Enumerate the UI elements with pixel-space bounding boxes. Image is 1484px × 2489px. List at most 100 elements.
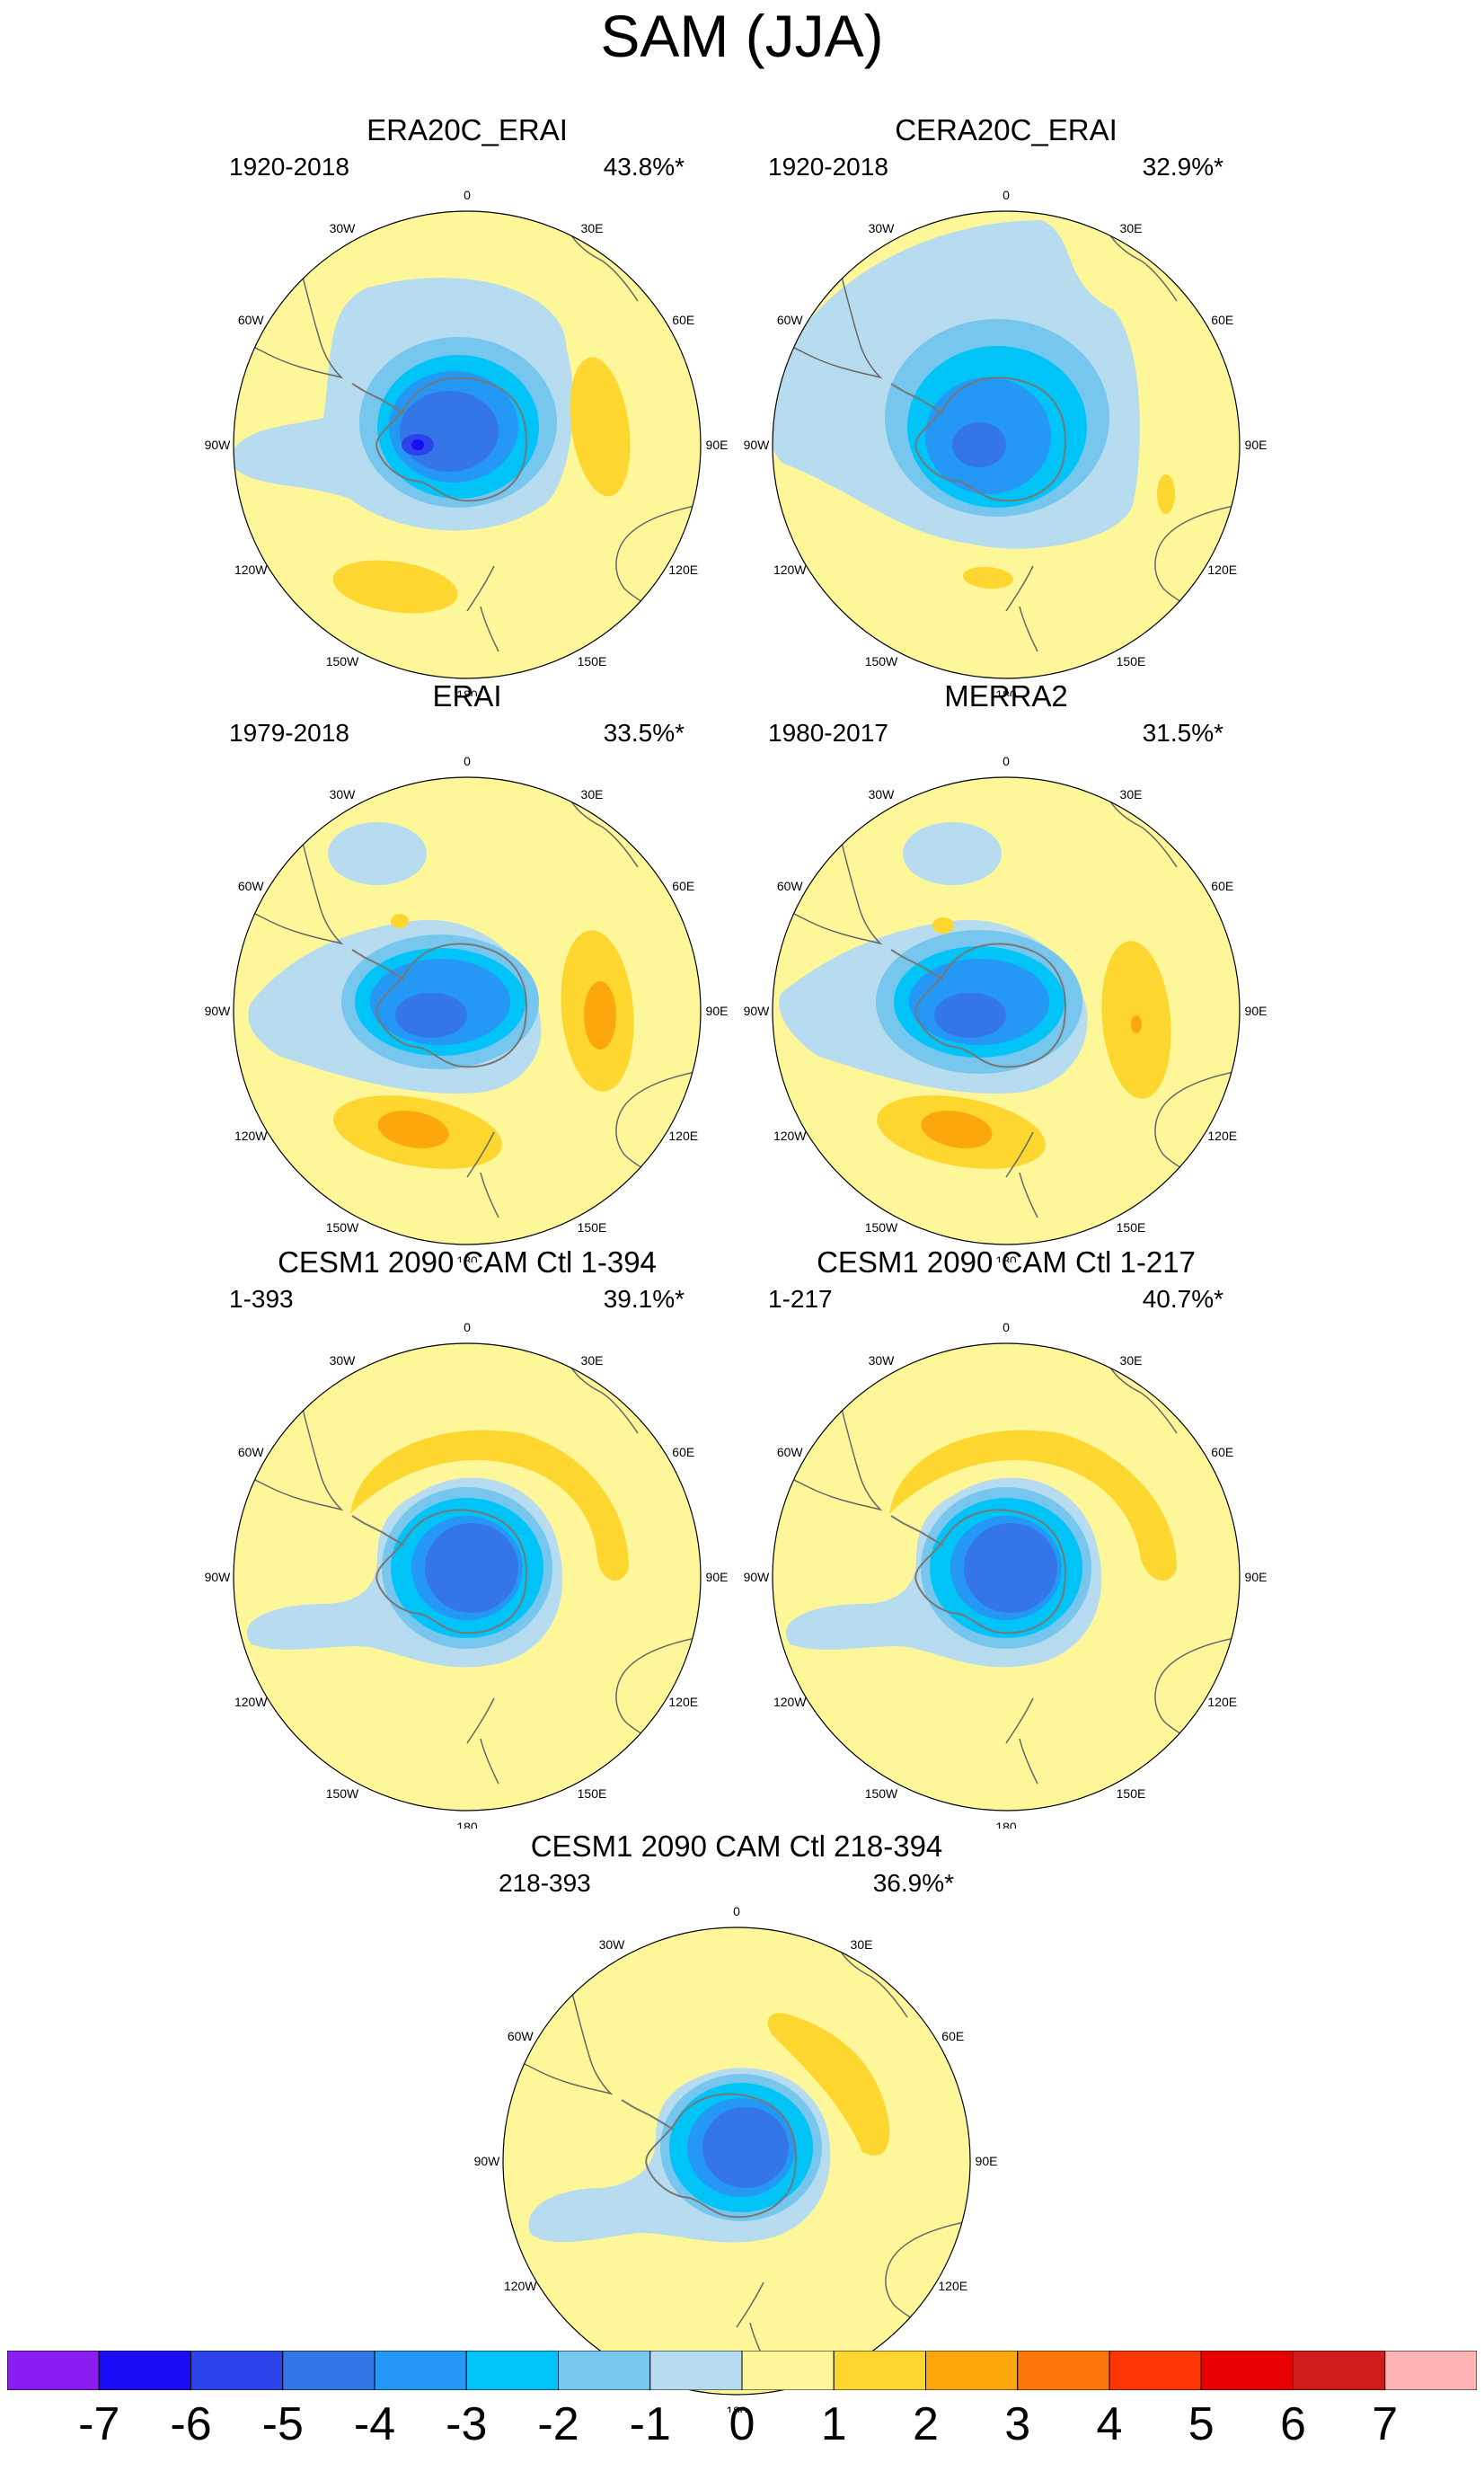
map-panel: CESM1 2090 CAM Ctl 218-394 218-393 36.9%* 0… — [449, 1829, 1024, 2413]
colorbar-swatch — [925, 2351, 1019, 2390]
anomaly-contour — [889, 1430, 1177, 1581]
panel-period: 1979-2018 — [229, 719, 349, 747]
longitude-label: 30E — [581, 787, 604, 802]
anomaly-contour — [584, 981, 616, 1050]
new-zealand-coastline — [466, 565, 499, 652]
longitude-label: 120E — [668, 1695, 698, 1709]
peninsula-coastline — [351, 1515, 405, 1546]
colorbar-swatch — [98, 2351, 191, 2390]
longitude-label: 90W — [205, 1570, 232, 1584]
panel-period: 218-393 — [499, 1869, 591, 1897]
panel-title: CERA20C_ERAI — [895, 113, 1117, 146]
anomaly-contour — [932, 917, 954, 934]
anomaly-contour — [921, 1111, 993, 1148]
longitude-label: 120W — [773, 562, 807, 577]
antarctica-coastline — [645, 2093, 797, 2219]
anomaly-contour — [1131, 1015, 1142, 1033]
colorbar-tick-label: 7 — [1372, 2398, 1399, 2450]
longitude-label: 90W — [205, 438, 232, 452]
anomaly-contour — [964, 1523, 1057, 1613]
longitude-label: 0 — [464, 754, 471, 768]
colorbar-swatch — [1293, 2351, 1386, 2390]
panel-variance-explained: 33.5%* — [603, 719, 685, 747]
longitude-label: 30E — [1120, 787, 1143, 802]
panel-period: 1-217 — [768, 1285, 833, 1313]
longitude-label: 60W — [238, 313, 265, 327]
longitude-label: 90W — [205, 1004, 232, 1018]
peninsula-coastline — [351, 949, 405, 980]
anomaly-contour — [425, 1523, 518, 1613]
panel-variance-explained: 32.9%* — [1142, 153, 1223, 181]
map-boundary — [772, 210, 1241, 679]
panel-variance-explained: 43.8%* — [603, 153, 685, 181]
map-boundary — [233, 776, 702, 1245]
longitude-label: 180 — [456, 1820, 478, 1829]
colorbar-tick-label: 6 — [1280, 2398, 1306, 2450]
longitude-label: 0 — [1003, 754, 1010, 768]
longitude-label: 150W — [326, 1786, 359, 1801]
longitude-label: 90E — [1245, 438, 1268, 452]
anomaly-contour — [702, 2107, 789, 2188]
longitude-label: 180 — [995, 687, 1017, 696]
anomaly-contour — [395, 993, 467, 1038]
panel-period: 1980-2017 — [768, 719, 888, 747]
new-zealand-coastline — [466, 1697, 499, 1785]
longitude-label: 60E — [672, 313, 694, 327]
anomaly-contour — [332, 560, 458, 614]
longitude-label: 90E — [706, 1570, 729, 1584]
colorbar-swatch — [190, 2351, 284, 2390]
map-panel: MERRA2 1980-2017 31.5%* 0 30E 60E 90E 120E 150E 1… — [719, 678, 1294, 1262]
longitude-label: 60W — [777, 313, 804, 327]
longitude-label: 0 — [733, 1904, 740, 1918]
longitude-label: 180 — [995, 1253, 1017, 1262]
colorbar-swatch — [1200, 2351, 1294, 2390]
longitude-label: 150E — [1117, 654, 1146, 669]
new-zealand-coastline — [466, 1131, 499, 1218]
antarctica-coastline — [914, 376, 1066, 502]
longitude-label: 150W — [865, 1220, 898, 1235]
longitude-label: 90W — [744, 1004, 771, 1018]
antarctica-coastline — [914, 1509, 1066, 1634]
longitude-label: 120E — [1207, 1129, 1237, 1143]
panel-period: 1920-2018 — [768, 153, 888, 181]
map-boundary — [233, 1342, 702, 1811]
colorbar-tick-label: 5 — [1188, 2398, 1215, 2450]
polar-map: 0 30E 60E 90E 120E 150E 180 150W 120W 90W 60W 30W — [205, 188, 729, 696]
polar-map: 0 30E 60E 90E 120E 150E 180 150W 120W 90W 60W 30W — [744, 1320, 1268, 1829]
longitude-label: 60E — [1211, 313, 1233, 327]
longitude-label: 90E — [976, 2154, 998, 2168]
anomaly-contour — [391, 914, 409, 928]
anomaly-field — [503, 1927, 970, 2395]
longitude-label: 120E — [1207, 1695, 1237, 1709]
longitude-label: 180 — [995, 1820, 1017, 1829]
longitude-label: 60E — [941, 2029, 964, 2043]
panel-title: ERAI — [432, 679, 502, 713]
longitude-label: 0 — [1003, 1320, 1010, 1334]
longitude-label: 90W — [744, 438, 771, 452]
longitude-label: 30W — [869, 787, 896, 802]
anomaly-contour — [826, 660, 862, 678]
longitude-label: 30W — [330, 221, 357, 235]
anomaly-contour — [952, 422, 1006, 467]
map-boundary — [233, 210, 702, 679]
anomaly-contour — [934, 993, 1006, 1038]
antarctica-coastline — [375, 376, 527, 502]
longitude-label: 150E — [578, 1220, 607, 1235]
anomaly-field — [773, 211, 1240, 678]
longitude-label: 30W — [869, 221, 896, 235]
anomaly-contour — [328, 822, 427, 885]
polar-map: 0 30E 60E 90E 120E 150E 180 150W 120W 90W 60W 30W — [744, 188, 1268, 696]
longitude-label: 90W — [474, 2154, 501, 2168]
new-zealand-coastline — [1005, 1697, 1038, 1785]
longitude-label: 150W — [865, 654, 898, 669]
longitude-label: 150W — [326, 1220, 359, 1235]
longitude-label: 90E — [1245, 1570, 1268, 1584]
peninsula-coastline — [890, 1515, 944, 1546]
map-panel: CERA20C_ERAI 1920-2018 32.9%* 0 30E 60E 90E 120… — [719, 112, 1294, 696]
colorbar-tick-label: 1 — [820, 2398, 847, 2450]
longitude-label: 120W — [234, 1129, 268, 1143]
colorbar-swatch — [741, 2351, 835, 2390]
colorbar-tick-label: -1 — [629, 2398, 671, 2450]
colorbar-swatch — [1109, 2351, 1202, 2390]
anomaly-field — [773, 777, 1240, 1244]
